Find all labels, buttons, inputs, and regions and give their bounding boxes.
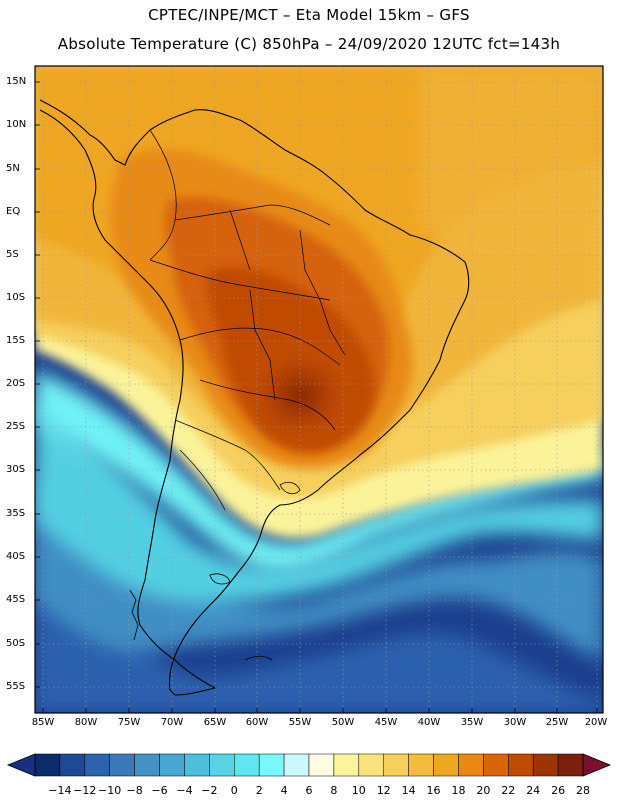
colorbar-label: 12: [376, 784, 391, 797]
lat-label: 5N: [6, 163, 20, 174]
colorbar-cell: [134, 753, 160, 777]
axis-ticks: [35, 81, 598, 713]
lon-label: 60W: [245, 717, 269, 728]
colorbar-end-high: [582, 753, 612, 777]
colorbar-cell: [234, 753, 260, 777]
colorbar-cell: [159, 753, 185, 777]
lon-label: 45W: [374, 717, 398, 728]
colorbar-cell: [184, 753, 210, 777]
band-minus6: [35, 470, 603, 660]
band-zero: [35, 400, 603, 605]
colorbar-cell: [34, 753, 61, 777]
lon-label: 20W: [584, 717, 608, 728]
colorbar-label: 22: [501, 784, 516, 797]
colorbar-cell: [59, 753, 86, 777]
map-title-line2: Absolute Temperature (C) 850hPa – 24/09/…: [57, 35, 561, 53]
lon-label: 85W: [31, 717, 55, 728]
country-borders: [149, 129, 346, 511]
lat-label: 50S: [6, 638, 26, 649]
colorbar-label: −14: [48, 784, 72, 797]
colorbar-label: −10: [98, 784, 122, 797]
colorbar-label: −12: [73, 784, 97, 797]
lat-label: 55S: [6, 681, 26, 692]
colorbar-cell: [283, 753, 310, 777]
lon-label: 25W: [545, 717, 569, 728]
colorbar-label: 14: [401, 784, 416, 797]
colorbar-label: −4: [176, 784, 193, 797]
lon-label: 40W: [417, 717, 441, 728]
colorbar: [6, 753, 612, 777]
colorbar-label: −2: [201, 784, 218, 797]
colorbar-cell: [209, 753, 235, 777]
band-four: [35, 370, 603, 573]
lat-label: EQ: [6, 206, 21, 217]
lon-label: 30W: [503, 717, 527, 728]
colorbar-cell: [358, 753, 384, 777]
lat-label: 25S: [6, 421, 26, 432]
plot-frame: [34, 65, 604, 714]
lat-label: 35S: [6, 508, 26, 519]
lat-label: 5S: [6, 249, 19, 260]
field-layer: [35, 66, 603, 713]
colorbar-cell: [408, 753, 434, 777]
band-minus10: [35, 520, 603, 713]
colorbar-cell: [532, 753, 559, 777]
colorbar-label: 8: [330, 784, 338, 797]
colorbar-label: 16: [426, 784, 441, 797]
lat-label: 10N: [6, 119, 27, 130]
lat-label: 10S: [6, 292, 26, 303]
colorbar-label: −8: [126, 784, 143, 797]
colorbar-cell: [109, 753, 135, 777]
colorbar-cell: [383, 753, 409, 777]
map-title-line1: CPTEC/INPE/MCT – Eta Model 15km – GFS: [148, 6, 470, 24]
lon-label: 50W: [331, 717, 355, 728]
colorbar-label: 20: [476, 784, 491, 797]
lat-label: 15S: [6, 335, 26, 346]
colorbar-label: 2: [255, 784, 263, 797]
atlantic-warm: [420, 66, 603, 244]
lon-label: 75W: [117, 717, 141, 728]
graticule: [35, 66, 603, 713]
colorbar-label: 18: [451, 784, 466, 797]
colorbar-cell: [557, 753, 584, 777]
colorbar-label: 4: [280, 784, 288, 797]
colorbar-label: 26: [551, 784, 566, 797]
colorbar-cell: [84, 753, 110, 777]
coastline: [39, 99, 470, 696]
colorbar-cell: [333, 753, 360, 777]
colorbar-cell: [458, 753, 484, 777]
lat-label: 20S: [6, 378, 26, 389]
lon-label: 55W: [288, 717, 312, 728]
colorbar-label: 6: [305, 784, 313, 797]
colorbar-label: 24: [526, 784, 541, 797]
lon-label: 35W: [460, 717, 484, 728]
lon-label: 65W: [203, 717, 227, 728]
colorbar-cell: [308, 753, 335, 777]
lon-label: 80W: [74, 717, 98, 728]
islands: [129, 481, 301, 661]
colorbar-label: −6: [151, 784, 168, 797]
colorbar-end-low: [6, 753, 36, 777]
colorbar-label: 0: [230, 784, 238, 797]
lat-label: 30S: [6, 464, 26, 475]
lat-label: 15N: [6, 76, 27, 87]
lat-label: 45S: [6, 594, 26, 605]
lat-label: 40S: [6, 551, 26, 562]
colorbar-cells: [34, 753, 584, 777]
colorbar-label: 10: [351, 784, 366, 797]
lon-label: 70W: [160, 717, 184, 728]
colorbar-cell: [258, 753, 285, 777]
colorbar-cell: [433, 753, 459, 777]
colorbar-cell: [483, 753, 509, 777]
colorbar-label: 28: [576, 784, 590, 797]
colorbar-cell: [508, 753, 534, 777]
